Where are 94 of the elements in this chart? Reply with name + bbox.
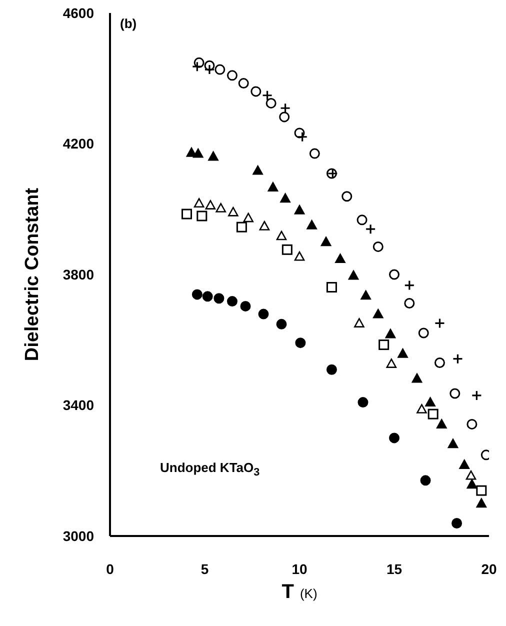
point [192,148,204,158]
y-axis-title: Dielectric Constant [22,187,43,362]
point [425,397,436,407]
point [238,78,249,89]
point [412,373,422,383]
point [192,61,202,72]
point [356,214,368,226]
point [252,165,263,175]
point [276,318,287,330]
x-tick-label: 5 [200,560,209,577]
x-tick-label: 0 [106,560,114,577]
point [466,479,478,489]
point [262,90,273,101]
point [386,358,397,368]
point [404,298,415,309]
point [268,182,278,192]
point [282,244,292,255]
point [258,308,269,320]
point [348,270,359,280]
point [226,296,238,307]
point [378,340,390,350]
point [297,132,308,142]
point [404,280,415,291]
point [266,98,276,108]
y-tick-label: 3800 [62,266,94,282]
point [354,318,364,328]
point [420,475,431,486]
point [309,148,320,159]
point [365,224,376,234]
x-tick-label: 20 [481,560,497,577]
point [259,220,270,230]
point [194,198,204,208]
point [466,470,476,480]
y-tick-label: 3000 [62,528,94,544]
point [398,348,408,358]
point [358,397,368,408]
point [204,64,215,75]
point [294,251,305,261]
point [448,438,458,448]
point [434,318,446,329]
point [236,222,247,232]
point [385,328,396,338]
point [214,293,224,304]
point [434,358,445,368]
point [226,70,238,81]
point [428,408,438,420]
point [181,208,192,220]
point [418,328,429,338]
point [228,206,238,216]
point [476,485,487,496]
point [372,308,384,318]
point [452,354,464,364]
point [326,364,337,375]
point [476,498,487,508]
point [389,269,400,280]
point [214,64,226,75]
point [276,230,287,240]
annotation: Undoped KTaO$_{3}$ [160,460,260,479]
y-tick-label: 3400 [62,397,94,414]
point [335,254,346,264]
point [389,432,400,444]
point [295,338,306,348]
point [196,210,208,222]
y-tick-label: 4200 [62,136,94,152]
point [250,86,262,97]
point [450,388,460,399]
point [208,151,218,161]
annotation: (b) [120,16,137,31]
point [360,290,371,300]
y-tick-label: 4600 [62,4,94,21]
point [372,241,384,252]
point [280,193,290,203]
point [240,300,251,312]
point [192,289,202,300]
point [320,236,332,246]
x-axis-title: T (K) [282,581,318,603]
point [202,291,213,302]
point [342,191,352,202]
point [216,202,226,212]
point [436,419,447,428]
x-tick-label: 10 [292,560,308,577]
point [471,390,482,401]
point [452,518,462,528]
point [459,460,470,469]
point [279,112,290,122]
point [306,220,317,230]
point [280,102,291,114]
point [205,200,216,210]
point [294,204,305,214]
point [466,418,478,430]
point [243,212,254,222]
x-tick-label: 15 [386,560,402,577]
point [326,282,337,292]
point [416,404,427,414]
